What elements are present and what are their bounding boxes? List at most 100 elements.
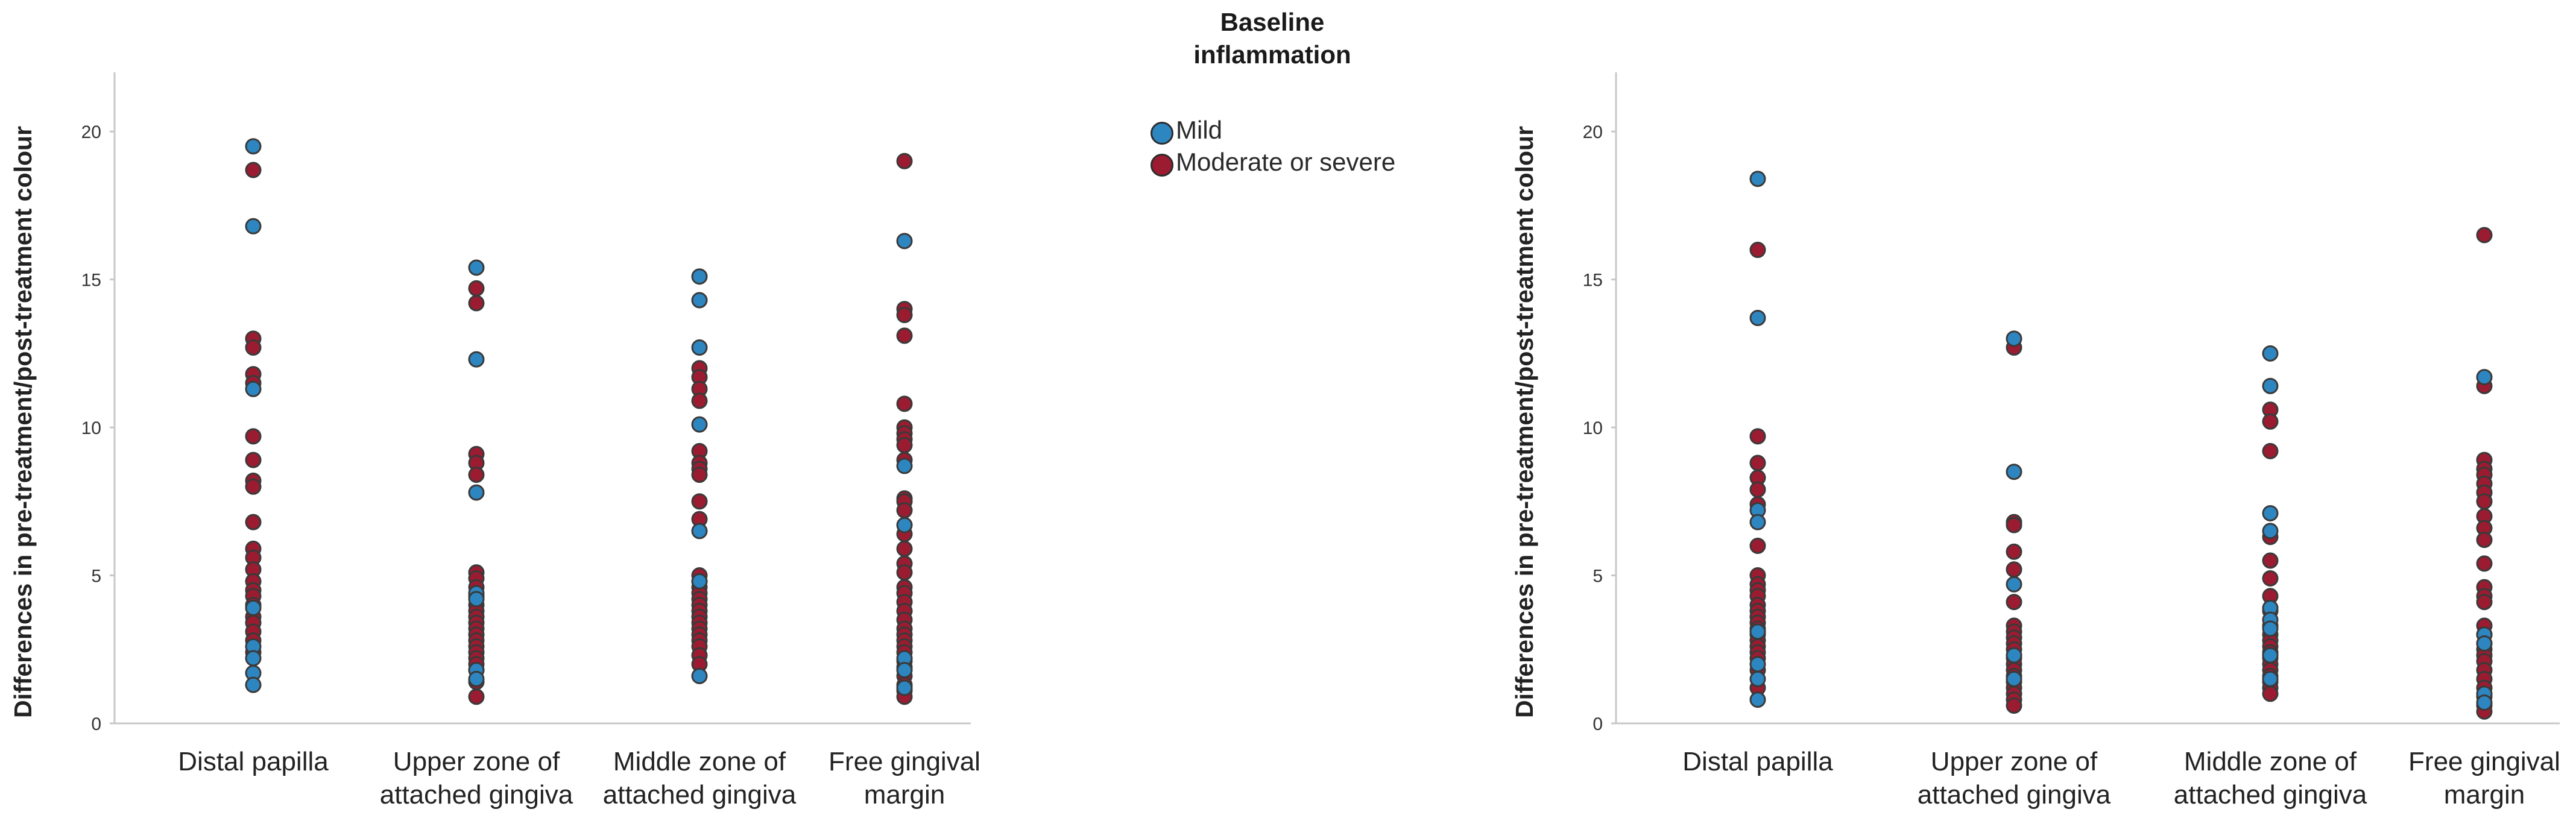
data-point-mild bbox=[2006, 647, 2022, 664]
y-tick-label: 5 bbox=[1593, 567, 1603, 587]
data-point-moderate-severe bbox=[691, 392, 708, 409]
data-point-mild bbox=[2262, 620, 2279, 637]
data-point-moderate-severe bbox=[468, 467, 485, 483]
data-point-moderate-severe bbox=[2006, 594, 2022, 611]
data-point-moderate-severe bbox=[896, 564, 913, 581]
x-category-label: attached gingiva bbox=[1918, 780, 2111, 810]
data-point-moderate-severe bbox=[2476, 594, 2493, 611]
data-point-mild bbox=[2006, 576, 2022, 593]
data-point-mild bbox=[468, 484, 485, 501]
data-point-mild bbox=[2476, 694, 2493, 711]
data-point-moderate-severe bbox=[468, 688, 485, 705]
y-tick-label: 0 bbox=[1593, 714, 1603, 734]
data-point-moderate-severe bbox=[2006, 543, 2022, 560]
data-point-mild bbox=[245, 380, 262, 397]
y-axis-label: Differences in pre-treatment/post-treatm… bbox=[9, 126, 37, 718]
data-point-moderate-severe bbox=[896, 307, 913, 324]
data-point-mild bbox=[2262, 670, 2279, 687]
data-point-moderate-severe bbox=[1749, 537, 1766, 554]
data-point-mild bbox=[896, 662, 913, 679]
data-point-mild bbox=[2476, 635, 2493, 652]
data-point-mild bbox=[896, 679, 913, 696]
data-point-moderate-severe bbox=[896, 502, 913, 519]
data-point-moderate-severe bbox=[245, 478, 262, 495]
data-point-mild bbox=[2262, 345, 2279, 362]
data-point-moderate-severe bbox=[896, 395, 913, 412]
legend-title: Baseline inflammation bbox=[1134, 6, 1411, 71]
chart-panel-1: 0 5 10 15 20 Differences in pre-treatment/pos… bbox=[9, 72, 980, 810]
data-point-moderate-severe bbox=[245, 428, 262, 445]
x-category-label: attached gingiva bbox=[380, 780, 573, 810]
x-category-label: attached gingiva bbox=[603, 780, 797, 810]
data-point-mild bbox=[2006, 330, 2022, 347]
y-tick-label: 10 bbox=[1583, 418, 1603, 438]
data-point-mild bbox=[245, 650, 262, 667]
data-point-moderate-severe bbox=[2476, 555, 2493, 572]
data-point-moderate-severe bbox=[896, 153, 913, 169]
x-category-label: Distal papilla bbox=[1682, 747, 1833, 776]
data-point-moderate-severe bbox=[245, 451, 262, 468]
data-point-mild bbox=[1749, 309, 1766, 326]
data-point-mild bbox=[691, 416, 708, 433]
y-tick-label: 20 bbox=[1583, 122, 1603, 142]
data-point-mild bbox=[896, 233, 913, 250]
data-point-mild bbox=[2262, 647, 2279, 664]
y-axis-label: Differences in pre-treatment/post-treatm… bbox=[1511, 126, 1538, 718]
x-category-label: Middle zone of bbox=[2184, 747, 2357, 776]
data-point-moderate-severe bbox=[468, 280, 485, 297]
data-point-mild bbox=[245, 600, 262, 617]
x-category-label: Distal papilla bbox=[178, 747, 329, 776]
y-tick-label: 20 bbox=[81, 122, 101, 142]
data-point-mild bbox=[896, 458, 913, 474]
data-point-mild bbox=[2262, 523, 2279, 539]
data-point-mild bbox=[245, 218, 262, 234]
y-tick-label: 15 bbox=[81, 271, 101, 291]
data-point-moderate-severe bbox=[691, 467, 708, 483]
data-point-mild bbox=[1749, 171, 1766, 187]
data-point-mild bbox=[468, 591, 485, 608]
x-category-label: Upper zone of bbox=[393, 747, 560, 776]
data-point-moderate-severe bbox=[2262, 442, 2279, 459]
data-point-moderate-severe bbox=[245, 514, 262, 530]
data-point-mild bbox=[2006, 670, 2022, 687]
data-point-moderate-severe bbox=[896, 540, 913, 557]
data-point-moderate-severe bbox=[2262, 570, 2279, 587]
y-tick-label: 10 bbox=[81, 418, 101, 438]
y-tick-label: 5 bbox=[91, 567, 101, 587]
data-point-mild bbox=[468, 670, 485, 687]
data-point-moderate-severe bbox=[2262, 685, 2279, 702]
data-point-mild bbox=[1749, 670, 1766, 687]
x-category-label: margin bbox=[864, 780, 945, 810]
data-point-mild bbox=[245, 676, 262, 693]
data-point-mild bbox=[2476, 369, 2493, 386]
data-point-moderate-severe bbox=[2476, 493, 2493, 510]
data-point-moderate-severe bbox=[1749, 242, 1766, 259]
data-point-moderate-severe bbox=[691, 493, 708, 510]
legend-label-mild: Mild bbox=[1176, 116, 1223, 144]
y-tick-label: 15 bbox=[1583, 271, 1603, 291]
x-category-label: attached gingiva bbox=[2174, 780, 2367, 810]
data-point-moderate-severe bbox=[245, 162, 262, 178]
y-tick-label: 0 bbox=[91, 714, 101, 734]
data-point-moderate-severe bbox=[2006, 697, 2022, 714]
x-category-label: Upper zone of bbox=[1931, 747, 2098, 776]
data-point-mild bbox=[691, 667, 708, 684]
data-point-mild bbox=[691, 339, 708, 356]
data-point-mild bbox=[1749, 656, 1766, 673]
data-point-mild bbox=[691, 268, 708, 285]
data-point-moderate-severe bbox=[2476, 227, 2493, 244]
data-point-moderate-severe bbox=[468, 295, 485, 312]
data-point-moderate-severe bbox=[1749, 428, 1766, 445]
data-point-mild bbox=[896, 517, 913, 533]
data-point-moderate-severe bbox=[2006, 517, 2022, 533]
data-point-mild bbox=[2006, 464, 2022, 480]
legend-swatch-moderate-severe bbox=[1151, 154, 1173, 177]
data-point-mild bbox=[245, 138, 262, 155]
x-category-label: Free gingival bbox=[2408, 747, 2560, 776]
data-point-mild bbox=[691, 523, 708, 539]
chart-panel-2: 0 5 10 15 20 Differences in pre-treatment/pos… bbox=[1511, 72, 2560, 810]
data-point-moderate-severe bbox=[2262, 413, 2279, 430]
data-point-mild bbox=[468, 351, 485, 368]
legend-swatch-mild bbox=[1151, 122, 1173, 145]
